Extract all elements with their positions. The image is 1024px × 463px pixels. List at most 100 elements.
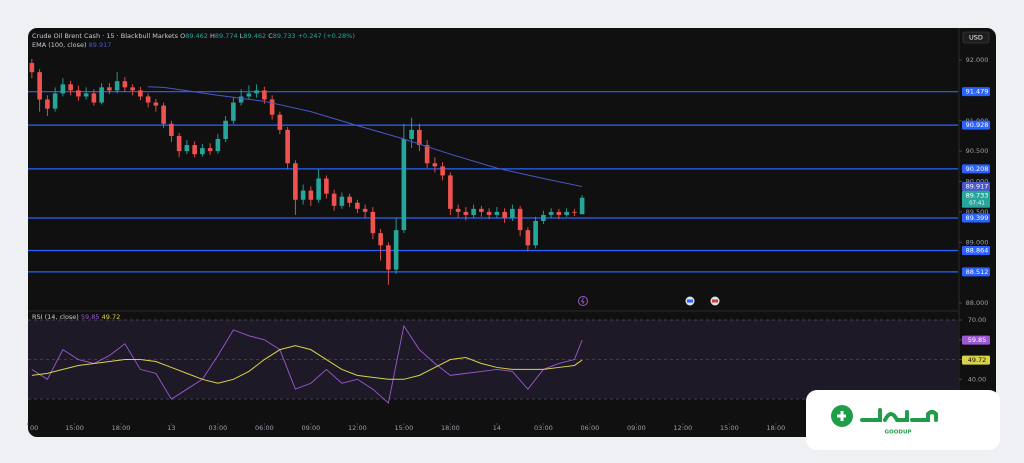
y-tick-label: 92.000 bbox=[966, 56, 989, 64]
candle-body bbox=[45, 99, 50, 109]
x-tick-label: 03:00 bbox=[534, 424, 553, 432]
x-tick-label: 03:00 bbox=[209, 424, 228, 432]
x-tick-label: 18:00 bbox=[441, 424, 460, 432]
candle-body bbox=[161, 105, 166, 124]
ohlc-low: 89.462 bbox=[243, 32, 266, 40]
candle-body bbox=[572, 211, 577, 213]
ema-legend: EMA (100, close) 89.917 bbox=[32, 41, 111, 49]
candle-body bbox=[471, 208, 476, 215]
candle-body bbox=[324, 178, 329, 194]
level-label: 88.512 bbox=[966, 268, 989, 276]
candle-body bbox=[417, 129, 422, 146]
x-tick-label: 13 bbox=[167, 424, 175, 432]
candle-body bbox=[308, 190, 314, 200]
x-tick-label: 15:00 bbox=[720, 424, 739, 432]
ohlc-close: 89.733 bbox=[273, 32, 296, 40]
logo-mark-glyph bbox=[837, 411, 846, 421]
level-label-box bbox=[962, 164, 990, 174]
ema-name: EMA (100, close) bbox=[32, 41, 87, 49]
candle-body bbox=[207, 148, 213, 152]
candle-body bbox=[99, 87, 104, 103]
rsi-value-label-box bbox=[962, 335, 990, 345]
ema-price-label-box bbox=[962, 182, 990, 192]
candle-body bbox=[91, 93, 97, 103]
candle-body bbox=[386, 245, 391, 270]
candle-body bbox=[362, 208, 368, 212]
candle-body bbox=[269, 99, 275, 115]
rsi-name: RSI (14, close) bbox=[32, 313, 79, 321]
candle-body bbox=[52, 93, 58, 109]
candle-body bbox=[277, 114, 283, 130]
last-price-box bbox=[962, 190, 990, 208]
currency-box[interactable] bbox=[962, 31, 990, 44]
level-label: 90.208 bbox=[966, 165, 989, 173]
symbol-name: Crude Oil Brent Cash · 15 · Blackbull Ma… bbox=[32, 32, 179, 40]
x-tick-label: 18:00 bbox=[767, 424, 786, 432]
plot: 92.00091.00090.50090.00089.50089.00088.0… bbox=[27, 56, 990, 432]
legend-title: Crude Oil Brent Cash · 15 · Blackbull Ma… bbox=[32, 32, 355, 40]
candle-body bbox=[215, 138, 221, 152]
ohlc-prefix: O bbox=[180, 32, 185, 40]
candle-body bbox=[479, 208, 484, 212]
level-label: 88.864 bbox=[966, 247, 989, 255]
ema-price-label: 89.917 bbox=[966, 183, 989, 191]
candle-body bbox=[285, 129, 290, 164]
event-icon-glyph bbox=[580, 297, 585, 305]
candle-body bbox=[262, 90, 267, 100]
candle-body bbox=[517, 208, 523, 231]
countdown: 07:41 bbox=[969, 201, 985, 207]
candle-body bbox=[184, 145, 190, 152]
candle-body bbox=[393, 230, 399, 270]
candle-body bbox=[238, 96, 244, 103]
candle-body bbox=[223, 120, 228, 139]
candle-body bbox=[556, 211, 562, 215]
candle-body bbox=[579, 197, 585, 215]
rsi-value-label: 59.85 bbox=[968, 336, 987, 344]
rsi-ma-value: 49.72 bbox=[102, 313, 121, 321]
ohlc-high: 89.774 bbox=[215, 32, 238, 40]
logo-wordmark bbox=[860, 408, 938, 422]
y-tick-label: 89.500 bbox=[966, 208, 989, 216]
candle-body bbox=[169, 123, 174, 136]
brand-name: GOODUP bbox=[885, 430, 912, 436]
event-icon[interactable] bbox=[578, 296, 588, 306]
x-tick-label: 09:00 bbox=[302, 424, 321, 432]
candle-body bbox=[231, 102, 236, 121]
candle-body bbox=[510, 208, 515, 218]
rsi-ma-line bbox=[31, 345, 583, 384]
candle-body bbox=[192, 145, 197, 155]
candle-body bbox=[29, 63, 35, 73]
candle-body bbox=[60, 84, 66, 94]
candle-body bbox=[176, 135, 182, 152]
rsi-y-tick-label: 70.00 bbox=[968, 316, 987, 324]
candle-body bbox=[486, 211, 492, 215]
last-price-label: 89.733 bbox=[966, 192, 989, 200]
level-label-box bbox=[962, 120, 990, 130]
candle-body bbox=[548, 211, 554, 215]
candle-body bbox=[138, 90, 143, 97]
candle-body bbox=[114, 81, 120, 91]
rsi-y-tick-label: 40.00 bbox=[968, 375, 987, 383]
x-tick-label: 14 bbox=[493, 424, 501, 432]
candle-body bbox=[68, 84, 73, 91]
candle-body bbox=[254, 90, 259, 94]
candle-body bbox=[502, 211, 507, 218]
level-label: 89.399 bbox=[966, 214, 989, 222]
ohlc-prefix: C bbox=[268, 32, 273, 40]
chart-panel bbox=[28, 28, 996, 437]
rsi-legend: RSI (14, close) 59.85 49.72 bbox=[32, 313, 120, 321]
y-tick-label: 88.000 bbox=[966, 299, 989, 307]
candle-body bbox=[316, 178, 321, 200]
x-tick-label: 15:00 bbox=[65, 424, 84, 432]
level-label-box bbox=[962, 87, 990, 97]
candle-body bbox=[293, 163, 298, 200]
candle-body bbox=[122, 81, 128, 88]
x-tick-label: 18:00 bbox=[112, 424, 131, 432]
candle-body bbox=[331, 193, 337, 206]
candle-body bbox=[76, 90, 81, 97]
rsi-value: 59.85 bbox=[81, 313, 100, 321]
flag-glyph bbox=[712, 299, 718, 303]
candle-body bbox=[145, 96, 151, 103]
x-tick-label: 06:00 bbox=[255, 424, 274, 432]
